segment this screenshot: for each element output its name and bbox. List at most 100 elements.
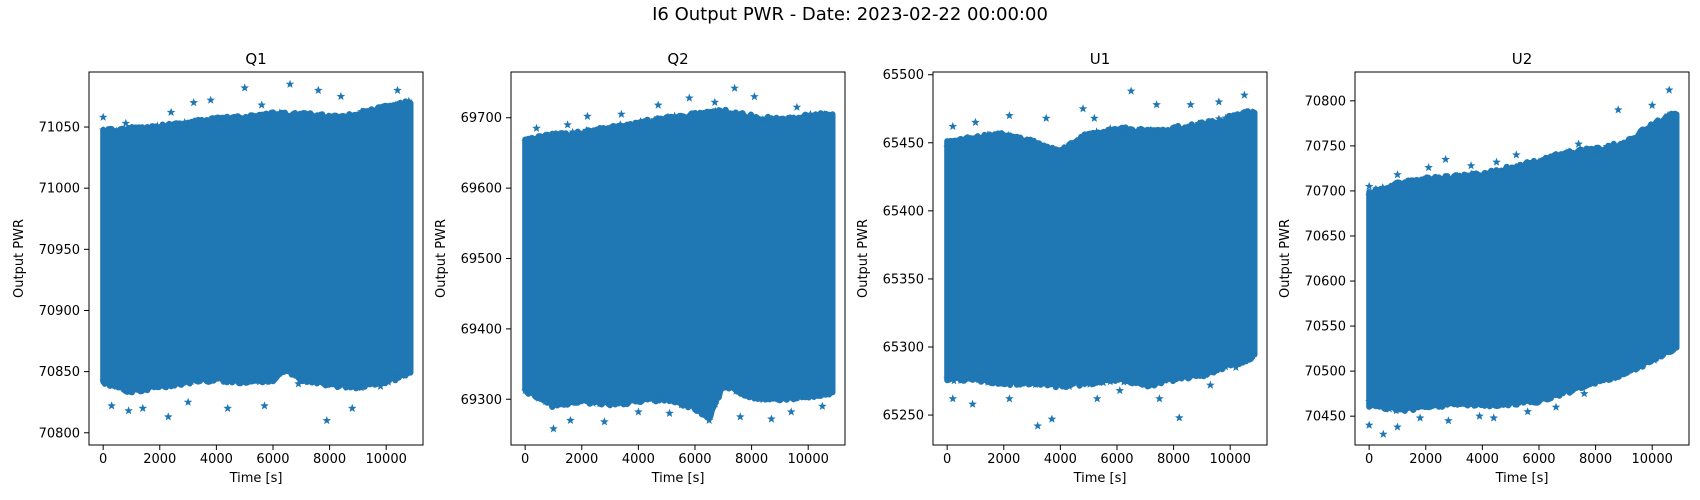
outlier-point xyxy=(183,397,193,406)
data-point xyxy=(629,124,638,132)
data-point xyxy=(534,136,543,144)
y-tick-label: 69400 xyxy=(461,322,502,337)
data-point xyxy=(377,103,386,111)
y-tick-label: 71000 xyxy=(39,182,80,197)
data-point xyxy=(718,377,727,386)
y-tick-label: 70900 xyxy=(39,304,80,319)
data-point xyxy=(336,380,345,389)
data-point xyxy=(1412,177,1421,185)
data-point xyxy=(1467,397,1475,405)
data-point xyxy=(1024,140,1033,148)
y-axis-label: Output PWR xyxy=(12,219,27,298)
data-point xyxy=(943,374,952,382)
outlier-point xyxy=(971,117,980,126)
data-point xyxy=(697,406,706,414)
y-tick-label: 70950 xyxy=(39,243,80,258)
data-point xyxy=(792,116,801,124)
data-point xyxy=(1099,378,1108,387)
data-point xyxy=(1221,362,1230,371)
data-point xyxy=(997,376,1006,384)
outlier-point xyxy=(348,403,357,412)
outlier-point xyxy=(583,111,592,120)
data-point xyxy=(1643,355,1652,364)
data-point xyxy=(160,378,169,386)
data-point xyxy=(1535,157,1543,165)
y-tick-label: 69300 xyxy=(461,393,502,408)
data-point xyxy=(398,371,406,380)
data-point xyxy=(180,375,189,383)
data-point xyxy=(963,370,972,378)
data-point xyxy=(1147,125,1155,134)
outlier-point xyxy=(1424,163,1433,172)
outlier-point xyxy=(1551,402,1561,411)
panel-u1: 0 2000 4000 6000 8000 10000 65250 65300 65350 654… xyxy=(856,50,1268,486)
data-point xyxy=(677,113,686,122)
outlier-point xyxy=(138,403,148,412)
outlier-point xyxy=(1152,100,1161,109)
data-point xyxy=(623,395,631,403)
data-point xyxy=(956,137,965,145)
data-point xyxy=(534,394,543,402)
data-point xyxy=(1045,146,1053,154)
x-tick-label: 4000 xyxy=(200,452,233,467)
outlier-point xyxy=(124,406,133,415)
data-point xyxy=(568,397,577,405)
data-point xyxy=(643,118,652,127)
x-tick-label: 6000 xyxy=(1522,452,1555,467)
data-point xyxy=(1609,143,1618,151)
data-point xyxy=(275,108,284,116)
data-point xyxy=(1473,171,1482,180)
data-point xyxy=(1569,150,1577,159)
data-band xyxy=(522,106,836,421)
data-point xyxy=(1535,392,1543,401)
data-point xyxy=(806,109,815,118)
data-point xyxy=(1208,120,1217,129)
data-point xyxy=(1473,396,1482,405)
outlier-point xyxy=(1047,414,1057,423)
data-point xyxy=(758,395,767,404)
data-point xyxy=(738,386,747,395)
outlier-point xyxy=(634,407,643,416)
axes-frame xyxy=(1354,71,1690,446)
data-point xyxy=(711,106,720,115)
data-point xyxy=(1541,155,1550,163)
data-point xyxy=(1575,147,1584,156)
data-point xyxy=(663,114,672,123)
data-point xyxy=(1555,385,1564,394)
data-point xyxy=(1051,148,1060,157)
data-point xyxy=(1031,380,1040,389)
data-point xyxy=(112,382,121,391)
outlier-point xyxy=(1186,100,1195,109)
data-point xyxy=(1194,366,1203,375)
panel-title: Q1 xyxy=(245,50,266,68)
data-point xyxy=(792,393,801,402)
outlier-point xyxy=(1512,150,1521,159)
data-point xyxy=(799,387,808,395)
data-point xyxy=(1153,374,1162,382)
data-point xyxy=(1106,124,1115,132)
data-point xyxy=(119,128,128,137)
data-point xyxy=(1664,342,1672,350)
data-point xyxy=(1235,116,1244,124)
x-axis-label: Time [s] xyxy=(229,471,283,486)
panel-title: U2 xyxy=(1512,50,1533,68)
data-point xyxy=(786,114,795,122)
data-point xyxy=(1596,374,1605,382)
data-point xyxy=(1433,178,1442,186)
data-point xyxy=(1092,127,1101,135)
data-point xyxy=(330,380,339,388)
outlier-point xyxy=(617,109,626,118)
data-point xyxy=(1106,377,1115,386)
data-point xyxy=(1670,111,1679,119)
x-tick-label: 4000 xyxy=(1466,452,1499,467)
x-axis-label: Time [s] xyxy=(1495,471,1549,486)
data-point xyxy=(1385,187,1394,196)
data-point xyxy=(1126,126,1135,135)
data-point xyxy=(1664,110,1672,119)
data-point xyxy=(167,122,176,130)
outlier-point xyxy=(121,118,131,127)
data-point xyxy=(1521,163,1530,171)
outlier-point xyxy=(1466,161,1476,170)
data-point xyxy=(1147,379,1155,388)
data-point xyxy=(1650,356,1659,364)
